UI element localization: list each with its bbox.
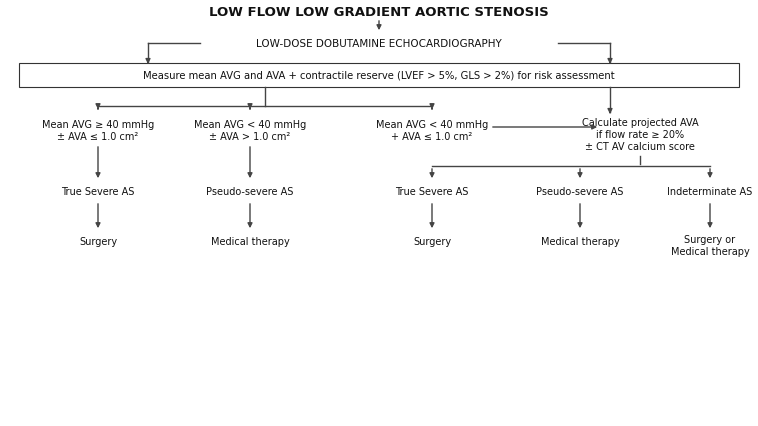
Text: Indeterminate AS: Indeterminate AS — [667, 187, 753, 196]
Text: LOW-DOSE DOBUTAMINE ECHOCARDIOGRAPHY: LOW-DOSE DOBUTAMINE ECHOCARDIOGRAPHY — [256, 39, 502, 49]
Text: Pseudo-severe AS: Pseudo-severe AS — [206, 187, 293, 196]
Text: Medical therapy: Medical therapy — [540, 236, 619, 246]
Text: Mean AVG < 40 mmHg
± AVA > 1.0 cm²: Mean AVG < 40 mmHg ± AVA > 1.0 cm² — [194, 120, 306, 141]
Text: Pseudo-severe AS: Pseudo-severe AS — [537, 187, 624, 196]
Text: Mean AVG ≥ 40 mmHg
± AVA ≤ 1.0 cm²: Mean AVG ≥ 40 mmHg ± AVA ≤ 1.0 cm² — [42, 120, 154, 141]
Text: Surgery: Surgery — [413, 236, 451, 246]
Text: Surgery: Surgery — [79, 236, 117, 246]
Text: LOW FLOW LOW GRADIENT AORTIC STENOSIS: LOW FLOW LOW GRADIENT AORTIC STENOSIS — [209, 6, 549, 18]
Text: Medical therapy: Medical therapy — [211, 236, 290, 246]
Text: Calculate projected AVA
if flow rate ≥ 20%
± CT AV calcium score: Calculate projected AVA if flow rate ≥ 2… — [581, 118, 698, 151]
Text: Mean AVG < 40 mmHg
+ AVA ≤ 1.0 cm²: Mean AVG < 40 mmHg + AVA ≤ 1.0 cm² — [376, 120, 488, 141]
FancyBboxPatch shape — [19, 64, 739, 88]
Text: True Severe AS: True Severe AS — [396, 187, 468, 196]
Text: Surgery or
Medical therapy: Surgery or Medical therapy — [671, 235, 750, 256]
Text: True Severe AS: True Severe AS — [61, 187, 135, 196]
Text: Measure mean AVG and AVA + contractile reserve (LVEF > 5%, GLS > 2%) for risk as: Measure mean AVG and AVA + contractile r… — [143, 71, 615, 81]
